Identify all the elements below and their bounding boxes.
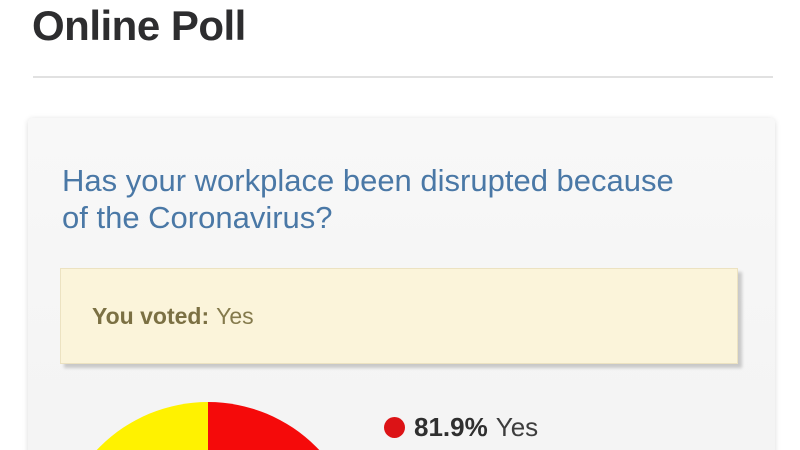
vote-notice-value: Yes [216, 302, 254, 329]
vote-notice-box: You voted: Yes [60, 268, 738, 364]
title-divider [33, 76, 773, 78]
vote-notice-label: You voted: [92, 302, 210, 329]
pie-chart [55, 402, 361, 450]
page-title: Online Poll [32, 2, 246, 49]
legend-percent: 81.9% [414, 412, 488, 442]
legend-marker-icon [384, 417, 405, 438]
legend-label: Yes [495, 412, 539, 442]
poll-question: Has your workplace been disrupted becaus… [62, 163, 674, 235]
legend-row-yes: 81.9% Yes [384, 412, 538, 443]
poll-card: Has your workplace been disrupted becaus… [28, 118, 775, 450]
